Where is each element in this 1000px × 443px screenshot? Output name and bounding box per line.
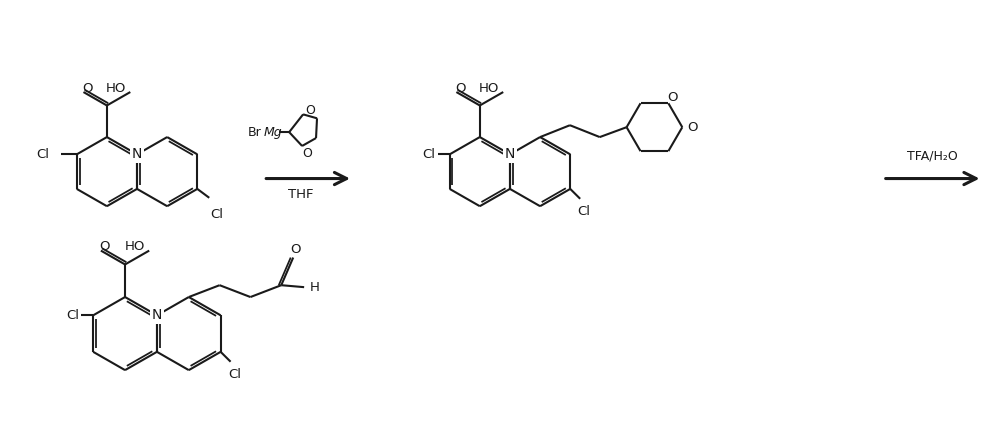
Text: O: O <box>455 82 466 95</box>
Text: O: O <box>100 240 110 253</box>
Text: Br: Br <box>248 126 261 139</box>
Text: H: H <box>310 281 320 294</box>
Text: O: O <box>290 243 300 256</box>
Text: O: O <box>305 104 315 117</box>
Text: O: O <box>302 148 312 160</box>
Text: N: N <box>132 148 142 161</box>
Text: O: O <box>687 120 697 134</box>
Text: THF: THF <box>288 188 314 201</box>
Text: Mg: Mg <box>263 126 282 139</box>
Text: Cl: Cl <box>228 368 241 381</box>
Text: TFA/H₂O: TFA/H₂O <box>907 149 958 162</box>
Text: Cl: Cl <box>66 309 79 322</box>
Text: N: N <box>152 308 162 323</box>
Text: HO: HO <box>479 82 499 95</box>
Text: HO: HO <box>106 82 126 95</box>
Text: N: N <box>505 148 515 161</box>
Text: Cl: Cl <box>211 208 224 221</box>
Text: Cl: Cl <box>423 148 436 161</box>
Text: Cl: Cl <box>36 148 49 161</box>
Text: O: O <box>82 82 93 95</box>
Text: O: O <box>667 91 678 104</box>
Text: Cl: Cl <box>578 205 591 218</box>
Text: HO: HO <box>125 240 145 253</box>
